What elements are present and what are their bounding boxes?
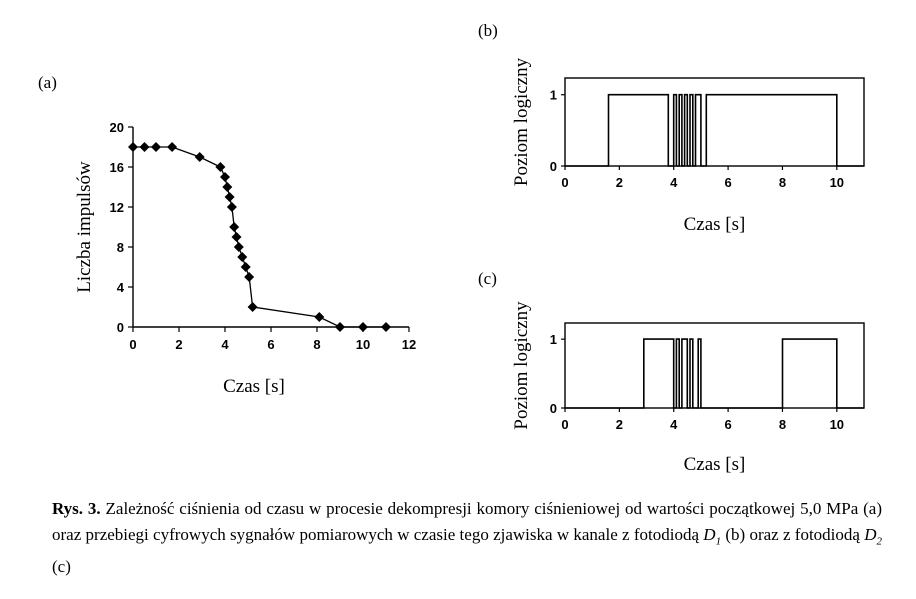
y-tick-label: 4 <box>117 280 125 295</box>
caption-suffix: (c) <box>52 557 71 577</box>
x-tick-label: 8 <box>779 417 786 432</box>
x-tick-label: 6 <box>724 175 731 190</box>
series-line <box>565 338 864 409</box>
x-axis-title: Czas [s] <box>684 454 746 475</box>
data-point <box>237 252 248 262</box>
x-tick-label: 0 <box>561 175 568 190</box>
data-point <box>139 142 150 152</box>
data-point <box>215 162 226 172</box>
y-tick-label: 1 <box>550 88 557 103</box>
x-tick-label: 0 <box>561 417 568 432</box>
y-tick-label: 8 <box>117 240 124 255</box>
caption-text: Zależność ciśnienia od czasu w procesie … <box>52 499 883 544</box>
data-point <box>381 322 391 332</box>
x-tick-label: 10 <box>356 337 370 352</box>
data-point <box>224 192 235 202</box>
series-line <box>133 146 386 328</box>
x-axis-title: Czas [s] <box>684 214 746 235</box>
x-tick-label: 4 <box>670 175 678 190</box>
y-tick-label: 1 <box>550 332 557 347</box>
y-tick-label: 20 <box>110 120 124 135</box>
x-tick-label: 6 <box>267 337 274 352</box>
x-tick-label: 6 <box>724 417 731 432</box>
data-point <box>247 302 258 312</box>
data-point <box>244 272 255 282</box>
x-tick-label: 8 <box>313 337 320 352</box>
data-point <box>335 322 345 332</box>
panel-label: (c) <box>478 269 497 288</box>
data-point <box>358 322 368 332</box>
data-point <box>220 172 230 182</box>
chart-panel-a: (a) 0 2 4 6 8 10 12 0 4 8 12 16 20 Czas [s] Liczba impu… <box>38 73 416 397</box>
x-tick-label: 2 <box>175 337 182 352</box>
x-tick-label: 10 <box>830 417 844 432</box>
x-tick-label: 2 <box>616 417 623 432</box>
y-tick-label: 0 <box>550 159 557 174</box>
data-point <box>231 232 242 242</box>
y-axis-title: Liczba impulsów <box>74 161 95 293</box>
caption-d2: D2 <box>864 525 883 548</box>
data-point <box>314 312 325 322</box>
data-point <box>233 242 244 252</box>
figure-caption: Rys. 3. Zależność ciśnienia od czasu w p… <box>52 496 882 580</box>
y-tick-label: 12 <box>110 200 124 215</box>
y-tick-label: 16 <box>110 160 124 175</box>
data-point <box>226 202 237 212</box>
x-tick-label: 4 <box>670 417 678 432</box>
data-point <box>194 152 205 162</box>
data-point <box>167 142 178 152</box>
panel-label: (b) <box>478 21 498 40</box>
series-line <box>565 93 864 167</box>
x-tick-label: 10 <box>830 175 844 190</box>
chart-panel-c: (c) 0 2 4 6 8 10 0 1 Czas [s] Poziom logiczny <box>478 269 865 475</box>
data-point <box>128 142 138 152</box>
caption-d1: D1 <box>703 525 722 548</box>
plot-frame <box>564 322 865 409</box>
data-point <box>222 182 233 192</box>
plot-frame <box>564 77 865 167</box>
panel-label: (a) <box>38 73 57 92</box>
y-axis-title: Poziom logiczny <box>511 301 532 430</box>
x-tick-label: 2 <box>616 175 623 190</box>
x-tick-label: 0 <box>129 337 136 352</box>
x-tick-label: 4 <box>221 337 229 352</box>
x-axis-title: Czas [s] <box>223 376 285 397</box>
chart-panel-b: (b) 0 2 4 6 8 10 0 1 Czas [s] Poziom logiczny <box>478 21 865 235</box>
y-tick-label: 0 <box>550 401 557 416</box>
y-tick-label: 0 <box>117 320 124 335</box>
caption-middle: (b) oraz z fotodiodą <box>725 525 860 544</box>
caption-prefix: Rys. 3. <box>52 499 101 518</box>
y-axis-title: Poziom logiczny <box>511 57 532 186</box>
data-point <box>229 222 240 232</box>
x-tick-label: 8 <box>779 175 786 190</box>
x-tick-label: 12 <box>402 337 416 352</box>
data-point <box>151 142 161 152</box>
data-point <box>240 262 251 272</box>
